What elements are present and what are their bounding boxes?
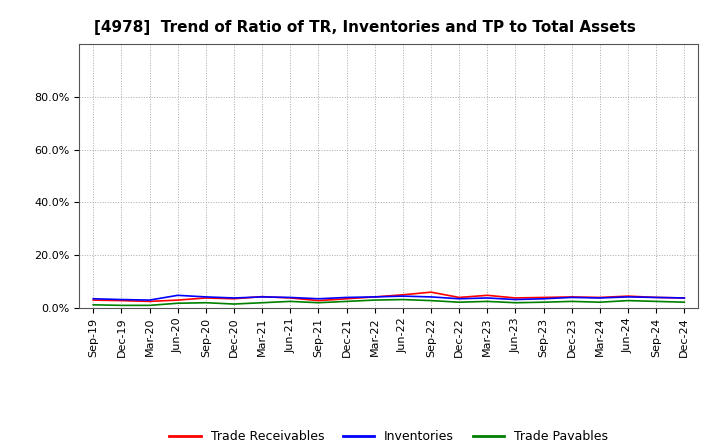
Trade Receivables [89, 297, 98, 303]
Inventories [567, 295, 576, 300]
Inventories [399, 293, 408, 299]
Line: Inventories: Inventories [94, 295, 684, 300]
Trade Receivables [342, 296, 351, 301]
Inventories [595, 295, 604, 301]
Inventories [511, 297, 520, 302]
Trade Receivables [652, 295, 660, 300]
Inventories [652, 295, 660, 300]
Trade Receivables [511, 295, 520, 301]
Trade Payables [567, 299, 576, 304]
Inventories [258, 294, 266, 300]
Trade Receivables [202, 295, 210, 301]
Inventories [539, 296, 548, 301]
Trade Payables [399, 297, 408, 302]
Trade Receivables [595, 295, 604, 300]
Trade Receivables [680, 295, 688, 301]
Trade Receivables [370, 294, 379, 300]
Trade Receivables [455, 295, 464, 300]
Trade Receivables [117, 298, 126, 303]
Trade Receivables [230, 296, 238, 301]
Trade Receivables [258, 294, 266, 299]
Text: [4978]  Trend of Ratio of TR, Inventories and TP to Total Assets: [4978] Trend of Ratio of TR, Inventories… [94, 20, 636, 35]
Trade Payables [483, 299, 492, 304]
Legend: Trade Receivables, Inventories, Trade Payables: Trade Receivables, Inventories, Trade Pa… [164, 425, 613, 440]
Trade Receivables [483, 293, 492, 298]
Trade Receivables [539, 295, 548, 300]
Inventories [89, 296, 98, 301]
Inventories [483, 295, 492, 301]
Trade Payables [680, 300, 688, 305]
Trade Receivables [174, 297, 182, 303]
Trade Payables [511, 300, 520, 305]
Inventories [202, 294, 210, 300]
Line: Trade Receivables: Trade Receivables [94, 292, 684, 301]
Trade Receivables [314, 298, 323, 303]
Inventories [117, 297, 126, 302]
Trade Payables [455, 300, 464, 305]
Trade Payables [89, 302, 98, 308]
Trade Payables [174, 301, 182, 306]
Trade Receivables [286, 295, 294, 301]
Inventories [342, 295, 351, 300]
Trade Payables [427, 298, 436, 303]
Inventories [145, 297, 154, 303]
Trade Payables [342, 299, 351, 304]
Trade Payables [286, 299, 294, 304]
Inventories [680, 295, 688, 301]
Trade Receivables [624, 293, 632, 299]
Trade Payables [624, 298, 632, 303]
Trade Payables [370, 297, 379, 303]
Inventories [286, 295, 294, 300]
Trade Payables [145, 303, 154, 308]
Trade Receivables [567, 294, 576, 300]
Trade Payables [117, 303, 126, 308]
Trade Payables [539, 300, 548, 305]
Line: Trade Payables: Trade Payables [94, 300, 684, 305]
Trade Payables [652, 299, 660, 304]
Trade Receivables [145, 299, 154, 304]
Inventories [230, 295, 238, 301]
Trade Payables [595, 300, 604, 305]
Trade Payables [258, 300, 266, 305]
Inventories [174, 293, 182, 298]
Inventories [455, 296, 464, 301]
Trade Receivables [427, 290, 436, 295]
Inventories [427, 294, 436, 300]
Inventories [624, 294, 632, 300]
Inventories [314, 296, 323, 301]
Trade Receivables [399, 292, 408, 297]
Inventories [370, 294, 379, 300]
Trade Payables [230, 301, 238, 307]
Trade Payables [202, 300, 210, 305]
Trade Payables [314, 300, 323, 305]
